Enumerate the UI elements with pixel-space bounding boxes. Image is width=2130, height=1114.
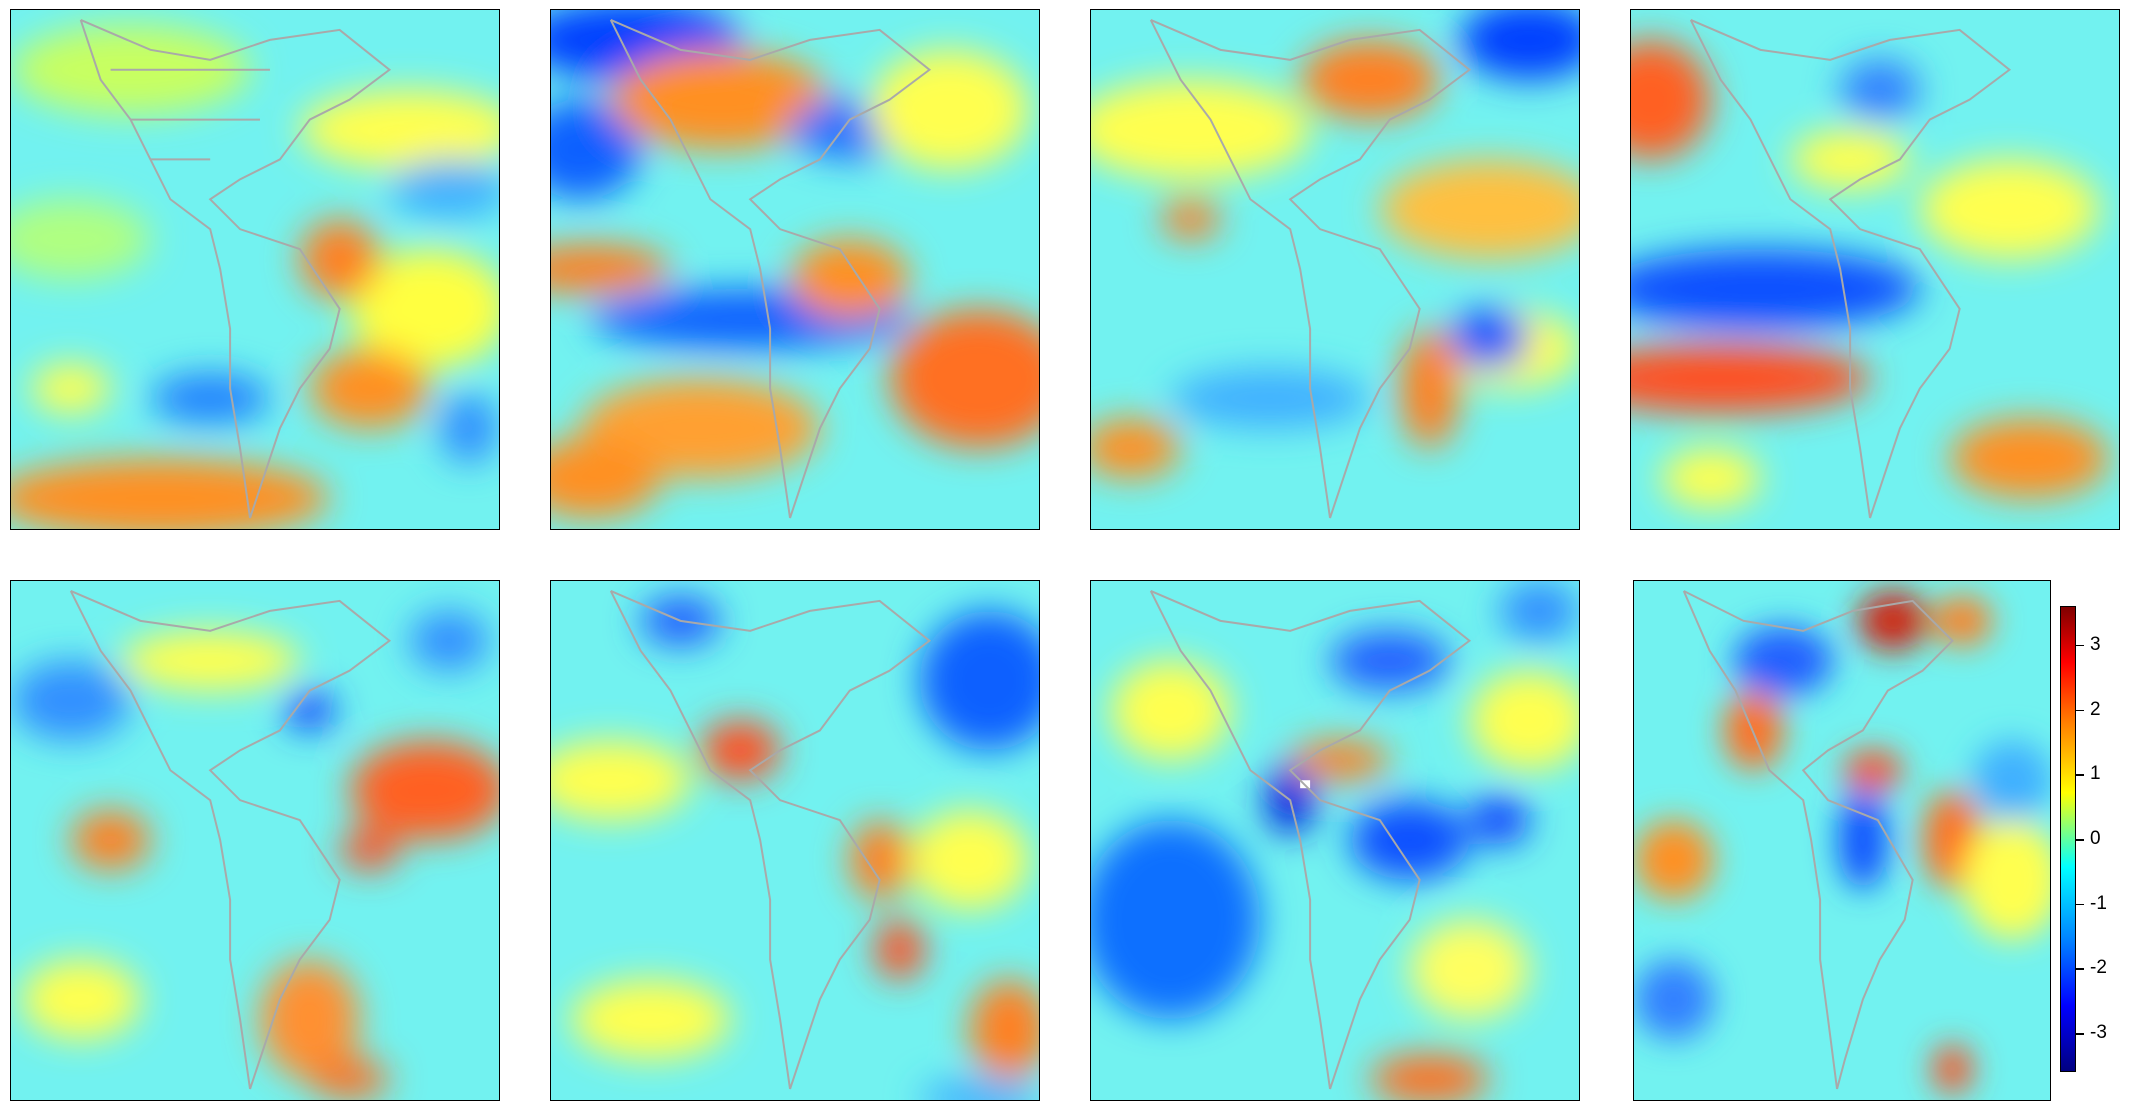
colorbar-tick-label: 2 <box>2090 698 2101 720</box>
map-panel-6 <box>550 580 1040 1101</box>
map-panel-7 <box>1090 580 1580 1101</box>
map-panel-3 <box>1090 9 1580 530</box>
colorbar-tick-label: 0 <box>2090 828 2101 849</box>
anomaly-map-6 <box>551 581 1039 1100</box>
anomaly-map-2 <box>551 10 1039 529</box>
colorbar-tick <box>2076 644 2084 647</box>
colorbar-tick <box>2076 839 2084 841</box>
anomaly-map-3 <box>1091 10 1579 529</box>
map-panel-8 <box>1633 580 2051 1101</box>
colorbar-tick-label: 1 <box>2090 763 2101 785</box>
colorbar-tick-label: -2 <box>2090 957 2107 979</box>
map-panel-5 <box>10 580 500 1101</box>
colorbar-tick <box>2076 903 2084 906</box>
anomaly-map-7 <box>1091 581 1579 1100</box>
anomaly-map-4 <box>1631 10 2119 529</box>
colorbar-tick <box>2076 774 2084 776</box>
colorbar-tick-label: -3 <box>2090 1022 2107 1044</box>
colorbar-tick <box>2076 1033 2084 1035</box>
colorbar-tick-label: -1 <box>2090 892 2107 914</box>
map-panel-4 <box>1630 9 2120 530</box>
anomaly-map-5 <box>11 581 499 1100</box>
anomaly-map-1 <box>11 10 499 529</box>
anomaly-map-8 <box>1634 581 2050 1100</box>
map-panel-2 <box>550 9 1040 530</box>
colorbar <box>2060 606 2076 1072</box>
colorbar-tick <box>2076 968 2084 970</box>
colorbar-tick <box>2076 709 2084 712</box>
colorbar-tick-label: 3 <box>2090 633 2101 655</box>
map-panel-1 <box>10 9 500 530</box>
